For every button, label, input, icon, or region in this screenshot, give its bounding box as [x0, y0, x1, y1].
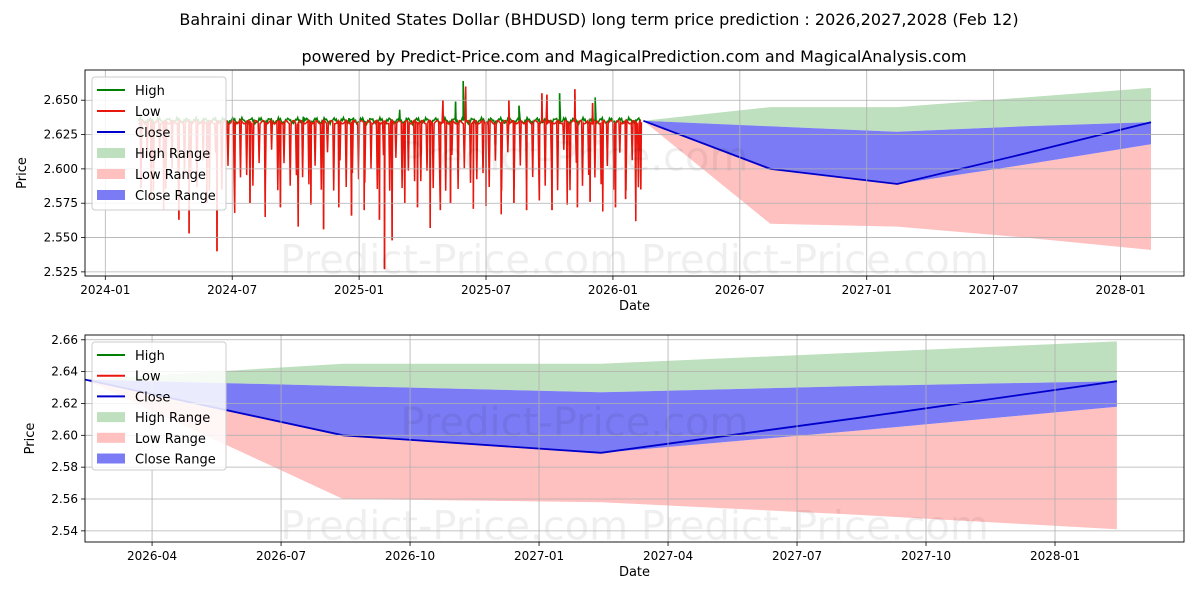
top-y-tick-label: 2.525 — [44, 265, 78, 279]
top-x-tick-label: 2026-07 — [715, 283, 765, 297]
top-y-tick-label: 2.625 — [44, 128, 78, 142]
bottom-x-tick-label: 2026-04 — [127, 549, 177, 563]
top-legend-close-range-label: Close Range — [135, 189, 216, 204]
bottom-watermark-lower: Predict-Price.com Predict-Price.com — [280, 503, 989, 549]
bottom-legend-low-range-swatch — [97, 433, 125, 443]
top-y-tick-label: 2.550 — [44, 231, 78, 245]
bottom-legend-low-range-label: Low Range — [135, 432, 206, 447]
bottom-y-tick-label: 2.54 — [51, 524, 78, 538]
bottom-x-tick-label: 2026-07 — [256, 549, 306, 563]
bottom-x-tick-label: 2028-01 — [1030, 549, 1080, 563]
top-legend-close-range-swatch — [97, 190, 125, 200]
top-watermark-lower: Predict-Price.com Predict-Price.com — [280, 238, 989, 284]
bottom-legend-high-range-label: High Range — [135, 411, 210, 426]
bottom-x-tick-label: 2027-04 — [643, 549, 693, 563]
bottom-panel: Predict-Price.com Predict-Price.com Predi… — [23, 333, 1184, 580]
bottom-legend-low-label: Low — [135, 370, 161, 385]
top-legend-low-label: Low — [135, 105, 161, 120]
bottom-x-tick-label: 2027-01 — [514, 549, 564, 563]
top-legend-high-range-label: High Range — [135, 147, 210, 162]
top-x-tick-label: 2024-07 — [207, 283, 257, 297]
top-y-axis-label: Price — [15, 157, 30, 189]
bottom-x-tick-label: 2026-10 — [385, 549, 435, 563]
top-x-tick-label: 2025-07 — [461, 283, 511, 297]
top-x-tick-label: 2024-01 — [80, 283, 130, 297]
bottom-y-tick-label: 2.62 — [51, 396, 78, 410]
chart-title: Bahraini dinar With United States Dollar… — [179, 10, 1018, 29]
top-y-tick-label: 2.575 — [44, 196, 78, 210]
bottom-x-axis-label: Date — [619, 565, 650, 580]
bottom-y-tick-label: 2.66 — [51, 333, 78, 347]
top-legend: High Low Close High Range Low Range Close Ran… — [92, 77, 226, 210]
top-x-axis-label: Date — [619, 299, 650, 314]
top-watermark-upper: Predict-Price.com — [401, 135, 749, 181]
bottom-legend-high-range-swatch — [97, 412, 125, 422]
bottom-x-tick-label: 2027-07 — [772, 549, 822, 563]
chart-subtitle: powered by Predict-Price.com and Magical… — [301, 47, 966, 66]
bottom-legend-high-label: High — [135, 349, 165, 364]
bottom-legend-close-label: Close — [135, 390, 170, 405]
bottom-watermark-upper: Predict-Price.com — [401, 400, 749, 446]
top-x-tick-label: 2025-01 — [334, 283, 384, 297]
top-panel: Predict-Price.com Predict-Price.com Predi… — [15, 70, 1184, 314]
top-x-tick-label: 2027-01 — [842, 283, 892, 297]
top-legend-low-range-label: Low Range — [135, 168, 206, 183]
top-legend-high-range-swatch — [97, 148, 125, 158]
top-y-tick-label: 2.650 — [44, 93, 78, 107]
bottom-x-tick-label: 2027-10 — [901, 549, 951, 563]
bottom-legend-close-range-swatch — [97, 454, 125, 464]
bottom-y-tick-label: 2.64 — [51, 365, 78, 379]
top-x-tick-label: 2026-01 — [588, 283, 638, 297]
top-y-tick-label: 2.600 — [44, 162, 78, 176]
top-x-tick-label: 2027-07 — [969, 283, 1019, 297]
top-legend-low-range-swatch — [97, 169, 125, 179]
bottom-y-tick-label: 2.58 — [51, 460, 78, 474]
bottom-y-axis-label: Price — [23, 423, 38, 455]
bottom-y-tick-label: 2.60 — [51, 428, 78, 442]
bottom-y-tick-label: 2.56 — [51, 492, 78, 506]
bottom-legend: High Low Close High Range Low Range Close Ran… — [92, 342, 226, 470]
top-legend-high-label: High — [135, 84, 165, 99]
bottom-legend-close-range-label: Close Range — [135, 453, 216, 468]
top-x-tick-label: 2028-01 — [1095, 283, 1145, 297]
top-legend-close-label: Close — [135, 126, 170, 141]
